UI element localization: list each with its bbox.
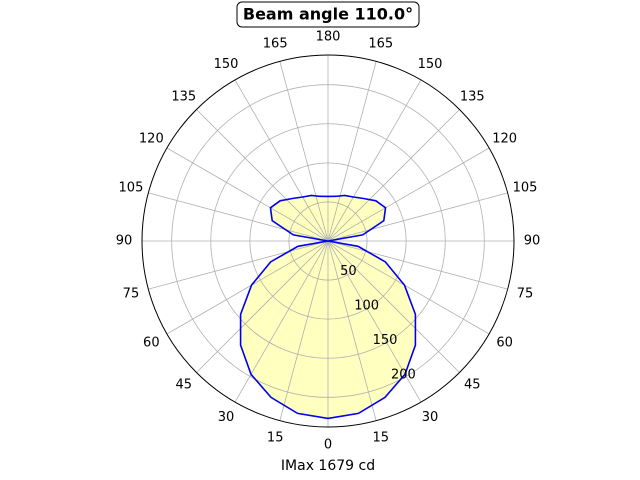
- grid-line: [279, 240, 329, 421]
- radial-tick-label: 150: [373, 333, 398, 348]
- line: [239, 194, 417, 420]
- angle-tick-label: 120: [139, 132, 164, 147]
- radial-tick-label: 100: [354, 299, 379, 314]
- x-axis-label: IMax 1679 cd: [281, 458, 375, 474]
- radial-tick-label: 50: [340, 264, 357, 279]
- grid-line: [148, 192, 329, 242]
- angle-tick-label: 105: [513, 181, 538, 196]
- grid-circle: [171, 84, 485, 398]
- angle-tick-label: 45: [175, 378, 192, 393]
- angle-tick-label: 165: [368, 36, 393, 51]
- angle-tick-label: 180: [316, 30, 341, 45]
- grid-line: [327, 240, 377, 421]
- grid-line: [327, 240, 490, 335]
- grid-line: [327, 240, 508, 290]
- angle-tick-label: 150: [214, 57, 239, 72]
- axis-outline: [141, 54, 515, 428]
- grid-line: [166, 240, 329, 335]
- grid-circle: [249, 162, 407, 320]
- angle-tick-label: 60: [143, 336, 160, 351]
- angle-tick-label: 60: [496, 336, 513, 351]
- angle-tick-label: 120: [492, 132, 517, 147]
- grid-line: [148, 240, 329, 290]
- angle-tick-label: 90: [524, 234, 541, 249]
- angle-tick-label: 15: [267, 431, 284, 446]
- angle-tick-label: 30: [422, 410, 439, 425]
- grid-line: [166, 147, 329, 242]
- grid-line: [327, 61, 377, 242]
- angle-tick-label: 135: [171, 89, 196, 104]
- grid-circle: [288, 201, 368, 281]
- angle-tick-label: 30: [218, 410, 235, 425]
- angle-tick-label: 0: [324, 438, 332, 453]
- grid-line: [279, 61, 329, 242]
- chart-title: Beam angle 110.0°: [243, 5, 413, 24]
- angle-tick-label: 105: [119, 181, 144, 196]
- grid-line: [327, 192, 508, 242]
- grid-line: [327, 79, 422, 242]
- angle-tick-label: 45: [464, 378, 481, 393]
- angle-tick-label: 150: [418, 57, 443, 72]
- grid-line: [234, 240, 329, 403]
- title-box: [236, 1, 420, 28]
- grid-line: [196, 109, 329, 242]
- angle-tick-label: 75: [123, 286, 140, 301]
- angle-tick-label: 90: [116, 234, 133, 249]
- grid-line: [327, 240, 422, 403]
- grid-line: [196, 240, 329, 373]
- angle-tick-label: 15: [373, 431, 390, 446]
- grid-line: [327, 240, 460, 373]
- angle-tick-label: 75: [517, 286, 534, 301]
- grid-line: [327, 109, 460, 242]
- angle-tick-label: 165: [263, 36, 288, 51]
- angle-tick-label: 135: [460, 89, 485, 104]
- grid-line: [234, 79, 329, 242]
- radial-tick-label: 200: [391, 368, 416, 383]
- grid-line: [327, 147, 490, 242]
- grid-circle: [210, 123, 446, 359]
